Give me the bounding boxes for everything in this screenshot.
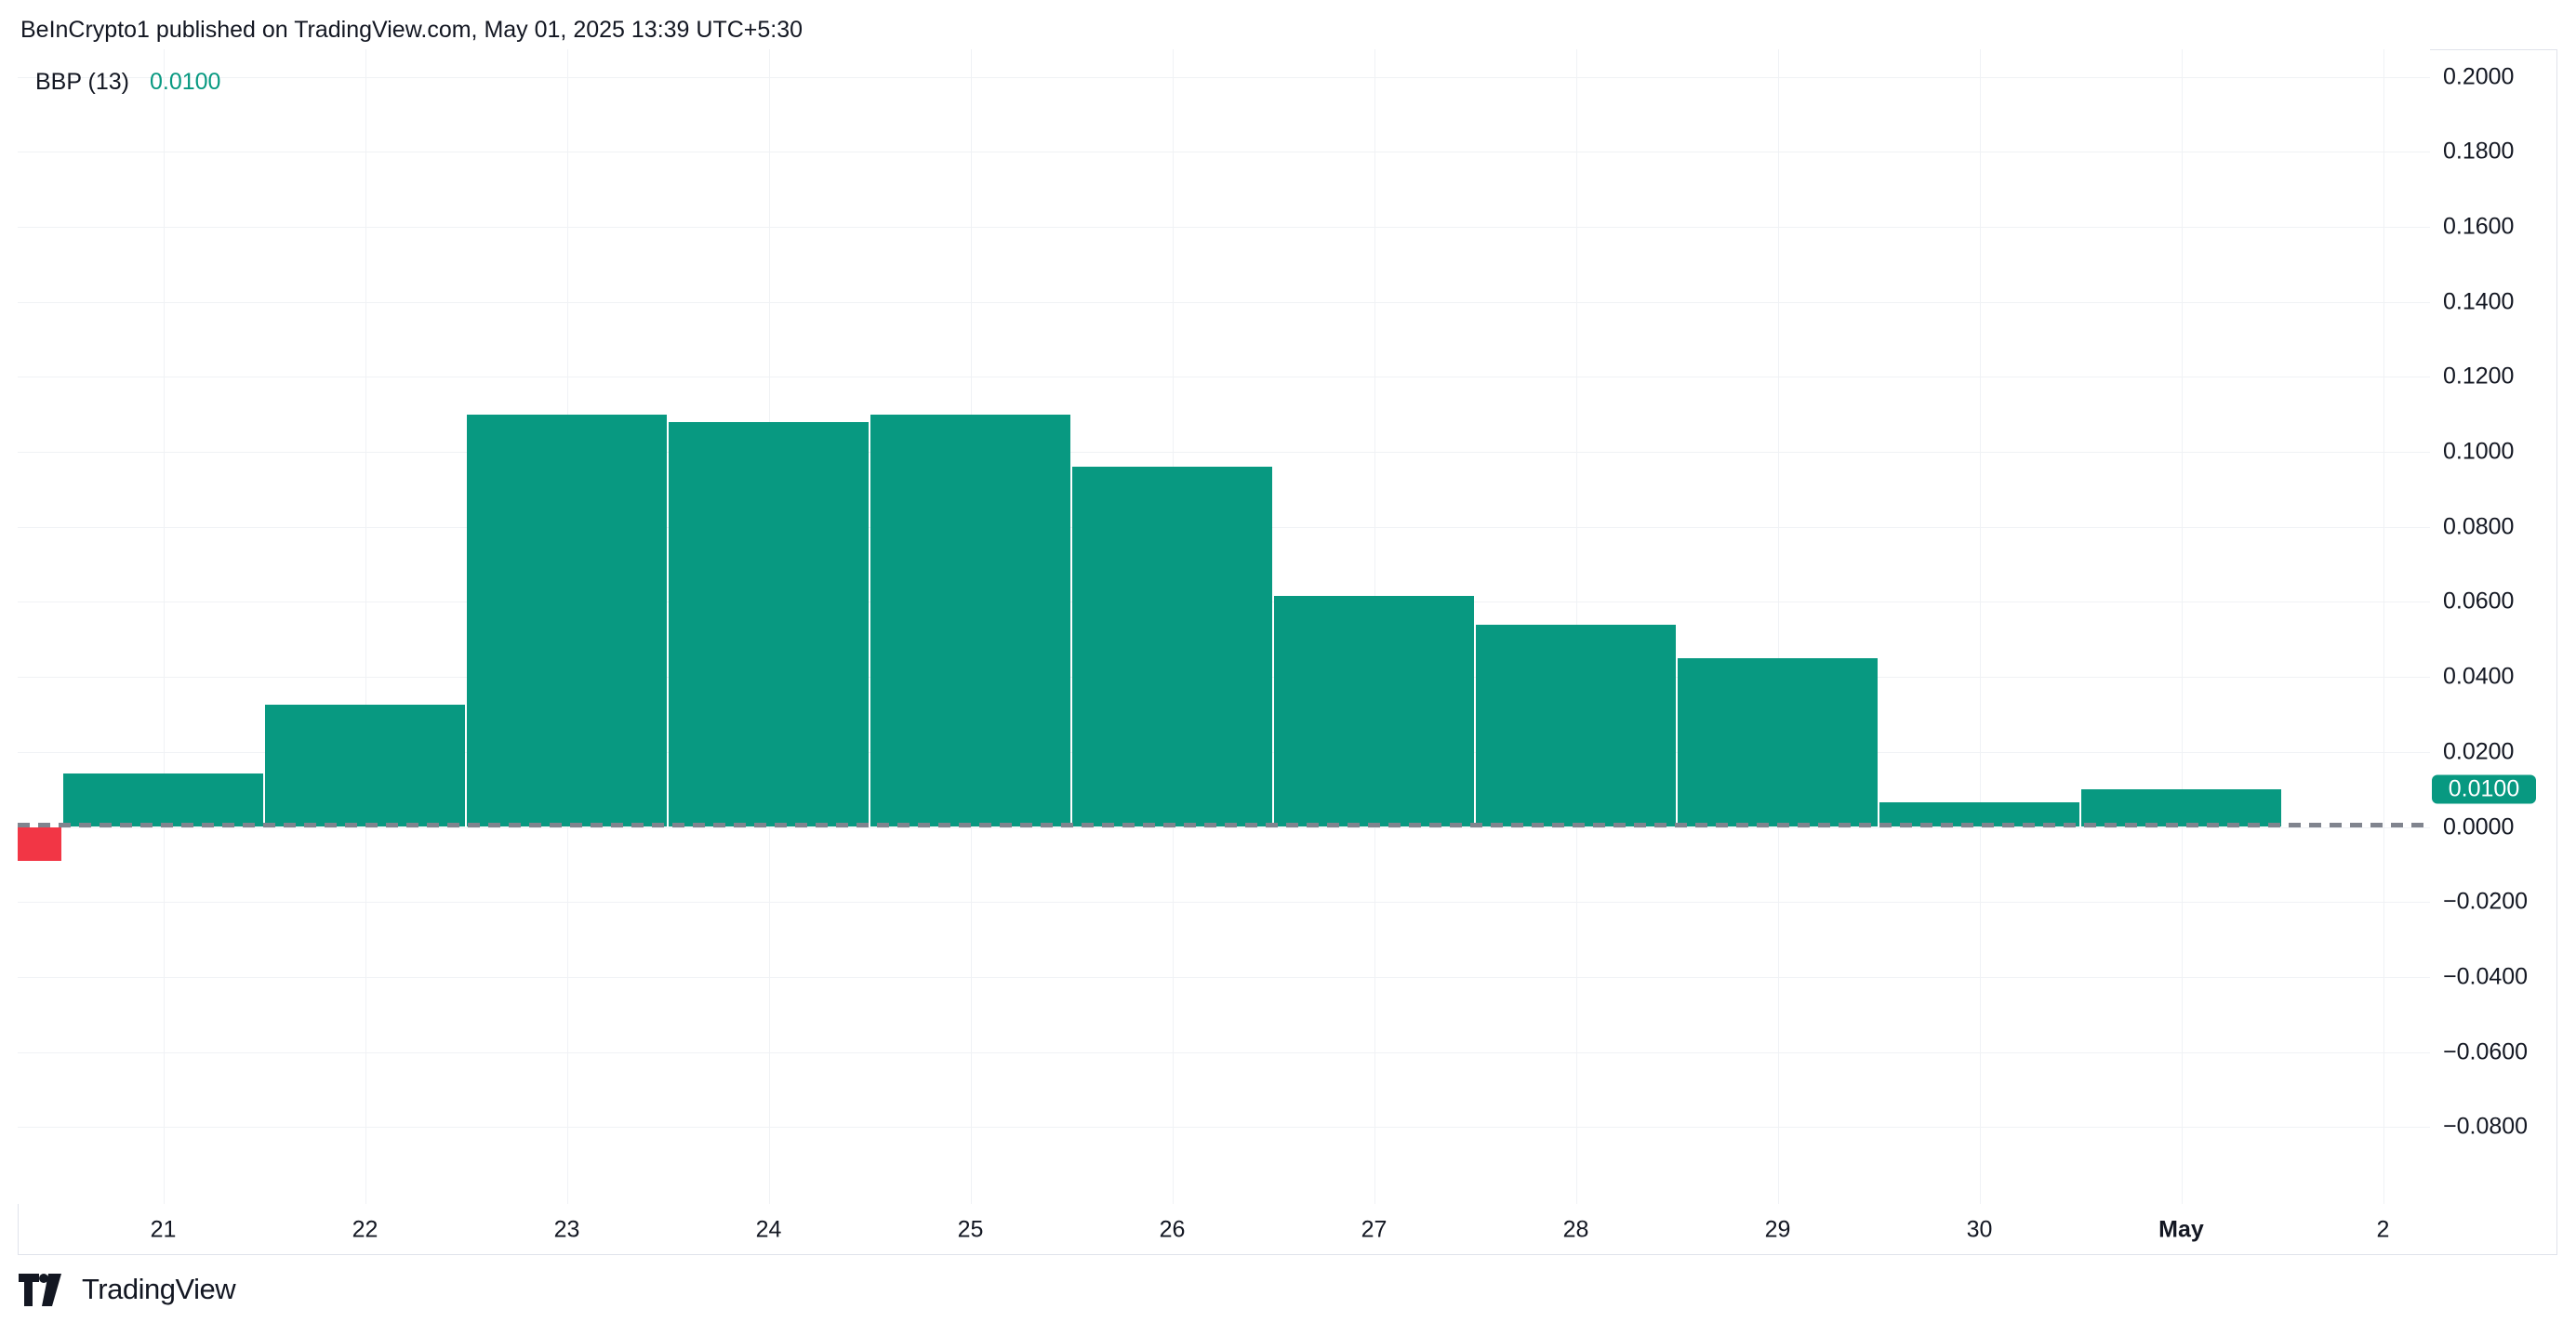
gridline-horizontal [18, 301, 2430, 303]
gridline-horizontal [18, 1051, 2430, 1053]
price-axis-label: −0.0800 [2443, 1113, 2529, 1140]
brand-name[interactable]: TradingView [82, 1273, 236, 1305]
time-axis-label: 24 [755, 1216, 782, 1242]
indicator-name: BBP (13) [35, 69, 129, 95]
price-axis-label: 0.0000 [2443, 813, 2515, 839]
time-axis-label: 23 [553, 1216, 580, 1242]
bar-apr-22[interactable] [265, 705, 465, 827]
gridline-horizontal [18, 976, 2430, 978]
indicator-value: 0.0100 [149, 69, 221, 95]
price-axis-label: −0.0400 [2443, 963, 2529, 990]
zero-line [18, 823, 2430, 827]
time-axis-label: 2 [2376, 1216, 2390, 1242]
gridline-horizontal [18, 826, 2430, 828]
gridline-horizontal [18, 76, 2430, 78]
price-axis-label: 0.0800 [2443, 513, 2515, 540]
gridline-horizontal [18, 226, 2430, 228]
tradingview-logo-icon[interactable] [19, 1273, 61, 1307]
price-axis-label: 0.1200 [2443, 363, 2515, 390]
time-axis-label: 21 [150, 1216, 177, 1242]
page-title: BeInCrypto1 published on TradingView.com… [20, 17, 803, 43]
time-axis-label: 30 [1966, 1216, 1993, 1242]
gridline-vertical [2383, 49, 2384, 1204]
gridline-vertical [163, 49, 165, 1204]
price-axis-label: 0.2000 [2443, 63, 2515, 89]
gridline-vertical [1777, 49, 1779, 1204]
time-axis-label: 25 [957, 1216, 984, 1242]
bar-apr-21[interactable] [63, 773, 263, 827]
gridline-vertical [365, 49, 366, 1204]
bar-apr-29[interactable] [1678, 657, 1878, 827]
bar-apr-20[interactable] [18, 826, 61, 861]
time-axis-label: 28 [1562, 1216, 1589, 1242]
indicator-legend[interactable]: BBP (13) 0.0100 [35, 69, 220, 96]
price-axis-label: −0.0200 [2443, 888, 2529, 915]
bar-apr-23[interactable] [467, 414, 667, 827]
gridline-horizontal [18, 452, 2430, 453]
bar-apr-24[interactable] [669, 421, 869, 827]
price-axis-label: 0.1000 [2443, 438, 2515, 465]
price-axis-label: 0.0400 [2443, 663, 2515, 690]
price-axis-label: 0.1400 [2443, 288, 2515, 315]
bar-apr-26[interactable] [1072, 467, 1272, 827]
time-axis-label: 29 [1764, 1216, 1791, 1242]
price-axis-label: 0.1600 [2443, 213, 2515, 240]
price-axis-label: 0.0200 [2443, 738, 2515, 765]
chart-pane[interactable] [18, 49, 2430, 1204]
gridline-vertical [2181, 49, 2183, 1204]
time-axis-label: 22 [352, 1216, 378, 1242]
current-value-badge: 0.0100 [2432, 774, 2536, 804]
time-axis-label: 27 [1361, 1216, 1388, 1242]
price-axis-label: 0.1800 [2443, 138, 2515, 165]
gridline-horizontal [18, 1127, 2430, 1129]
bar-apr-28[interactable] [1476, 624, 1676, 827]
gridline-vertical [1979, 49, 1981, 1204]
time-axis[interactable]: 21 22 23 24 25 26 27 28 29 30 May 2 [18, 1204, 2430, 1255]
bar-apr-27[interactable] [1274, 596, 1474, 827]
gridline-horizontal [18, 902, 2430, 904]
bar-may-1[interactable] [2081, 789, 2281, 827]
price-axis[interactable]: 0.2000 0.1800 0.1600 0.1400 0.1200 0.1000 0.08… [2430, 49, 2557, 1204]
bar-apr-25[interactable] [870, 414, 1070, 827]
time-axis-label: 26 [1159, 1216, 1186, 1242]
time-axis-label: May [2158, 1216, 2204, 1242]
price-axis-label: −0.0600 [2443, 1038, 2529, 1065]
footer: TradingView [19, 1270, 236, 1309]
price-axis-label: 0.0600 [2443, 588, 2515, 615]
